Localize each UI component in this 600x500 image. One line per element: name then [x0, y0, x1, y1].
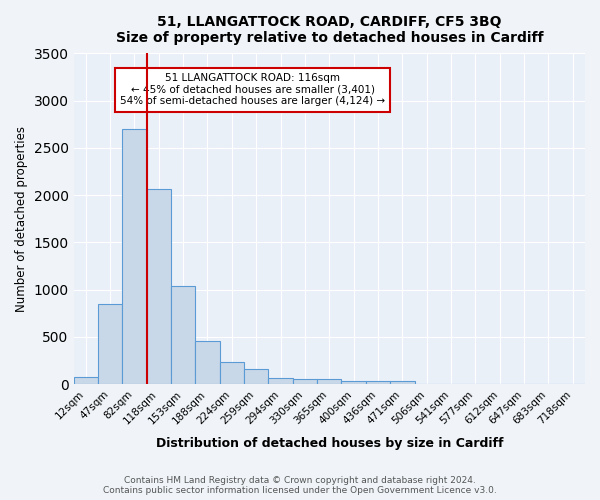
Bar	[146, 190, 171, 384]
Bar	[244, 368, 268, 384]
Text: 51 LLANGATTOCK ROAD: 116sqm
← 45% of detached houses are smaller (3,401)
54% of : 51 LLANGATTOCK ROAD: 116sqm ← 45% of det…	[120, 73, 385, 106]
Bar	[74, 377, 98, 384]
Bar	[122, 129, 146, 384]
Bar	[317, 380, 341, 384]
Bar	[366, 382, 390, 384]
Bar	[171, 286, 196, 384]
Text: Contains HM Land Registry data © Crown copyright and database right 2024.
Contai: Contains HM Land Registry data © Crown c…	[103, 476, 497, 495]
Bar	[98, 304, 122, 384]
Y-axis label: Number of detached properties: Number of detached properties	[15, 126, 28, 312]
Bar	[293, 379, 317, 384]
Title: 51, LLANGATTOCK ROAD, CARDIFF, CF5 3BQ
Size of property relative to detached hou: 51, LLANGATTOCK ROAD, CARDIFF, CF5 3BQ S…	[116, 15, 543, 45]
X-axis label: Distribution of detached houses by size in Cardiff: Distribution of detached houses by size …	[155, 437, 503, 450]
Bar	[196, 340, 220, 384]
Bar	[390, 382, 415, 384]
Bar	[268, 378, 293, 384]
Bar	[220, 362, 244, 384]
Bar	[341, 381, 366, 384]
